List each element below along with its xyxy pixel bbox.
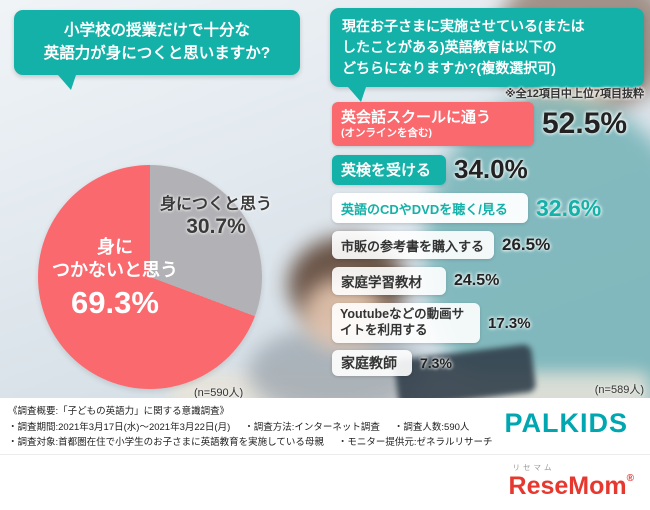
question-right-line3: どちらになりますか?(複数選択可) (342, 60, 556, 76)
bar-label: Youtubeなどの動画サイトを利用する (340, 307, 465, 337)
pie-no-text-line2: つかないと思う (52, 260, 178, 281)
pie-chart (38, 165, 262, 389)
divider-line (0, 454, 650, 455)
pie-no-text-line1: 身に (97, 237, 133, 257)
bar-home-study-materials: 家庭学習教材 (332, 267, 446, 295)
question-right-line1: 現在お子さまに実施させている(または (342, 18, 585, 34)
bar-eikaiwa-school: 英会話スクールに通う (オンラインを含む) (332, 102, 534, 146)
bar-row: 英会話スクールに通う (オンラインを含む) 52.5% (332, 102, 648, 146)
footer: 《調査概要:「子どもの英語力」に関する意識調査》 ・調査期間:2021年3月17… (0, 398, 650, 510)
bar-reference-books: 市販の参考書を購入する (332, 231, 494, 259)
question-bubble-right: 現在お子さまに実施させている(または したことがある)英語教育は以下の どちらに… (330, 8, 644, 102)
bar-sublabel: (オンラインを含む) (341, 126, 432, 139)
survey-overview: 《調査概要:「子どもの英語力」に関する意識調査》 ・調査期間:2021年3月17… (8, 404, 513, 451)
bar-label: 家庭教師 (341, 355, 397, 371)
question-left-line1: 小学校の授業だけで十分な (63, 22, 250, 39)
bar-value: 24.5% (454, 272, 500, 289)
bar-value: 52.5% (542, 107, 628, 140)
question-bubble-left: 小学校の授業だけで十分な 英語力が身につくと思いますか? (14, 10, 300, 90)
survey-item: ・調査対象:首都圏在住で小学生のお子さまに英語教育を実施している母親 (8, 437, 324, 449)
pie-yes-percent: 30.7% (186, 215, 246, 238)
question-left-line2: 英語力が身につくと思いますか? (43, 45, 271, 63)
survey-line-1: ・調査期間:2021年3月17日(水)〜2021年3月22日(月) ・調査方法:イ… (8, 420, 513, 435)
bar-value: 7.3% (420, 355, 452, 371)
bar-value: 17.3% (488, 314, 531, 332)
survey-item: ・モニター提供元:ゼネラルリサーチ (337, 437, 493, 449)
bar-row: 家庭教師 7.3% (332, 350, 648, 376)
survey-item: ・調査期間:2021年3月17日(水)〜2021年3月22日(月) (8, 422, 231, 434)
bubble-tail (348, 87, 366, 102)
bar-label: 市販の参考書を購入する (341, 238, 485, 254)
survey-title: 《調査概要:「子どもの英語力」に関する意識調査》 (8, 406, 230, 417)
bar-label: 英会話スクールに通う (341, 108, 492, 126)
bar-row: Youtubeなどの動画サイトを利用する 17.3% (332, 303, 648, 343)
resemom-text: ReseMom (508, 472, 627, 500)
resemom-kana-label: リセマム (512, 463, 555, 472)
resemom-logo: リセマム ReseMom® (509, 462, 634, 501)
sample-size-left: (n=590人) (194, 387, 244, 399)
bar-row: 英検を受ける 34.0% (332, 154, 648, 185)
bar-value: 32.6% (536, 194, 602, 221)
survey-line-2: ・調査対象:首都圏在住で小学生のお子さまに英語教育を実施している母親 ・モニター提… (8, 435, 513, 450)
sample-size-right: (n=589人) (594, 384, 644, 396)
palkids-logo: PALKIDS (504, 408, 628, 438)
resemom-wordmark: ReseMom® (508, 472, 634, 501)
pie-no-percent: 69.3% (71, 284, 159, 320)
bar-row: 家庭学習教材 24.5% (332, 267, 648, 295)
bar-value: 34.0% (454, 154, 528, 184)
bar-label: 家庭学習教材 (341, 275, 422, 290)
question-right-line2: したことがある)英語教育は以下の (342, 39, 557, 55)
bar-chart: 英会話スクールに通う (オンラインを含む) 52.5% 英検を受ける 34.0%… (332, 102, 648, 384)
top7-note: ※全12項目中上位7項目抜粋 (504, 88, 644, 100)
survey-item: ・調査人数:590人 (393, 422, 470, 434)
bar-row: 英語のCDやDVDを聴く/見る 32.6% (332, 193, 648, 223)
bar-row: 市販の参考書を購入する 26.5% (332, 231, 648, 259)
pie-slice-label-no: 身に つかないと思う 69.3% (34, 236, 196, 321)
bar-value: 26.5% (502, 235, 551, 254)
bar-tutor: 家庭教師 (332, 350, 412, 376)
bar-youtube: Youtubeなどの動画サイトを利用する (332, 303, 480, 343)
bar-cd-dvd: 英語のCDやDVDを聴く/見る (332, 193, 528, 223)
bubble-tail (58, 74, 76, 90)
pie-yes-text: 身につくと思う (159, 196, 272, 213)
registered-mark: ® (626, 473, 634, 484)
bar-label: 英語のCDやDVDを聴く/見る (341, 201, 508, 217)
survey-item: ・調査方法:インターネット調査 (244, 422, 380, 434)
pie-slice-label-yes: 身につくと思う 30.7% (150, 190, 282, 239)
bar-eiken: 英検を受ける (332, 154, 446, 185)
bar-label: 英検を受ける (341, 162, 432, 179)
